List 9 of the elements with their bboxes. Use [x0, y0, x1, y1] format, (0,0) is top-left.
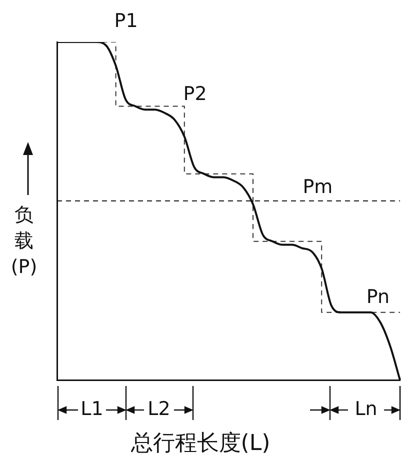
text: L1 — [80, 398, 104, 420]
y-axis-title: 负载(P) — [10, 203, 38, 280]
text: Ln — [354, 398, 378, 420]
ref-line-label: Pm — [302, 176, 333, 198]
x-axis-title: 总行程长度(L) — [130, 430, 272, 458]
text: P1 — [114, 10, 138, 32]
annotation: P2 — [183, 82, 207, 105]
annotation: Pn — [366, 286, 390, 308]
text: L2 — [148, 398, 170, 420]
